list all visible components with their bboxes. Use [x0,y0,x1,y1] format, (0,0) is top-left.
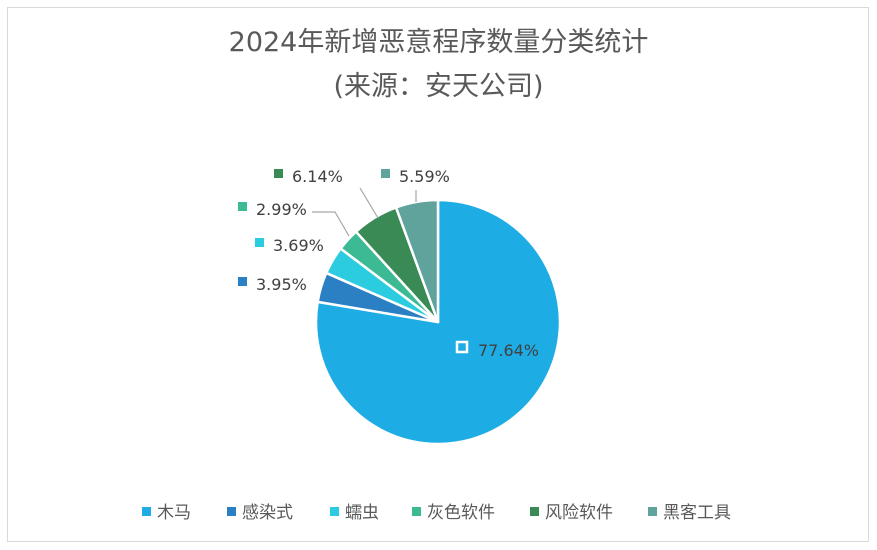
data-label-marker-infector [238,277,247,286]
data-label-hacktool: 5.59% [399,167,450,186]
legend-item-trojan: 木马 [142,503,191,523]
legend-swatch [227,507,236,516]
data-label-marker-hacktool [381,169,390,178]
data-label-infector: 3.95% [256,275,307,294]
legend-label: 黑客工具 [663,503,731,523]
chart-title: 2024年新增恶意程序数量分类统计 [228,27,649,58]
data-label-marker-grayware [238,202,247,211]
legend-swatch [530,507,539,516]
data-label-marker-worm [255,238,264,247]
legend-swatch [412,507,421,516]
legend-label: 感染式 [242,503,293,523]
legend-item-riskware: 风险软件 [530,503,613,523]
legend-label: 风险软件 [545,503,613,523]
legend-item-hacktool: 黑客工具 [648,503,731,523]
legend-swatch [142,507,151,516]
legend-label: 蠕虫 [345,503,379,523]
legend-label: 木马 [157,503,191,523]
data-label-marker-trojan [455,340,469,354]
legend-swatch [330,507,339,516]
data-label-marker-riskware [274,169,283,178]
leader-line-grayware [312,211,350,237]
data-label-riskware: 6.14% [292,167,343,186]
chart-subtitle: (来源：安天公司) [333,71,544,102]
legend-item-worm: 蠕虫 [330,503,379,523]
data-label-worm: 3.69% [273,236,324,255]
legend-item-infector: 感染式 [227,503,293,523]
legend-swatch [648,507,657,516]
leader-line-riskware [359,187,379,219]
legend-item-grayware: 灰色软件 [412,503,495,523]
data-label-trojan: 77.64% [478,341,539,360]
pie-slice-hacktool [394,198,440,324]
data-label-grayware: 2.99% [256,200,307,219]
legend-label: 灰色软件 [427,503,495,523]
